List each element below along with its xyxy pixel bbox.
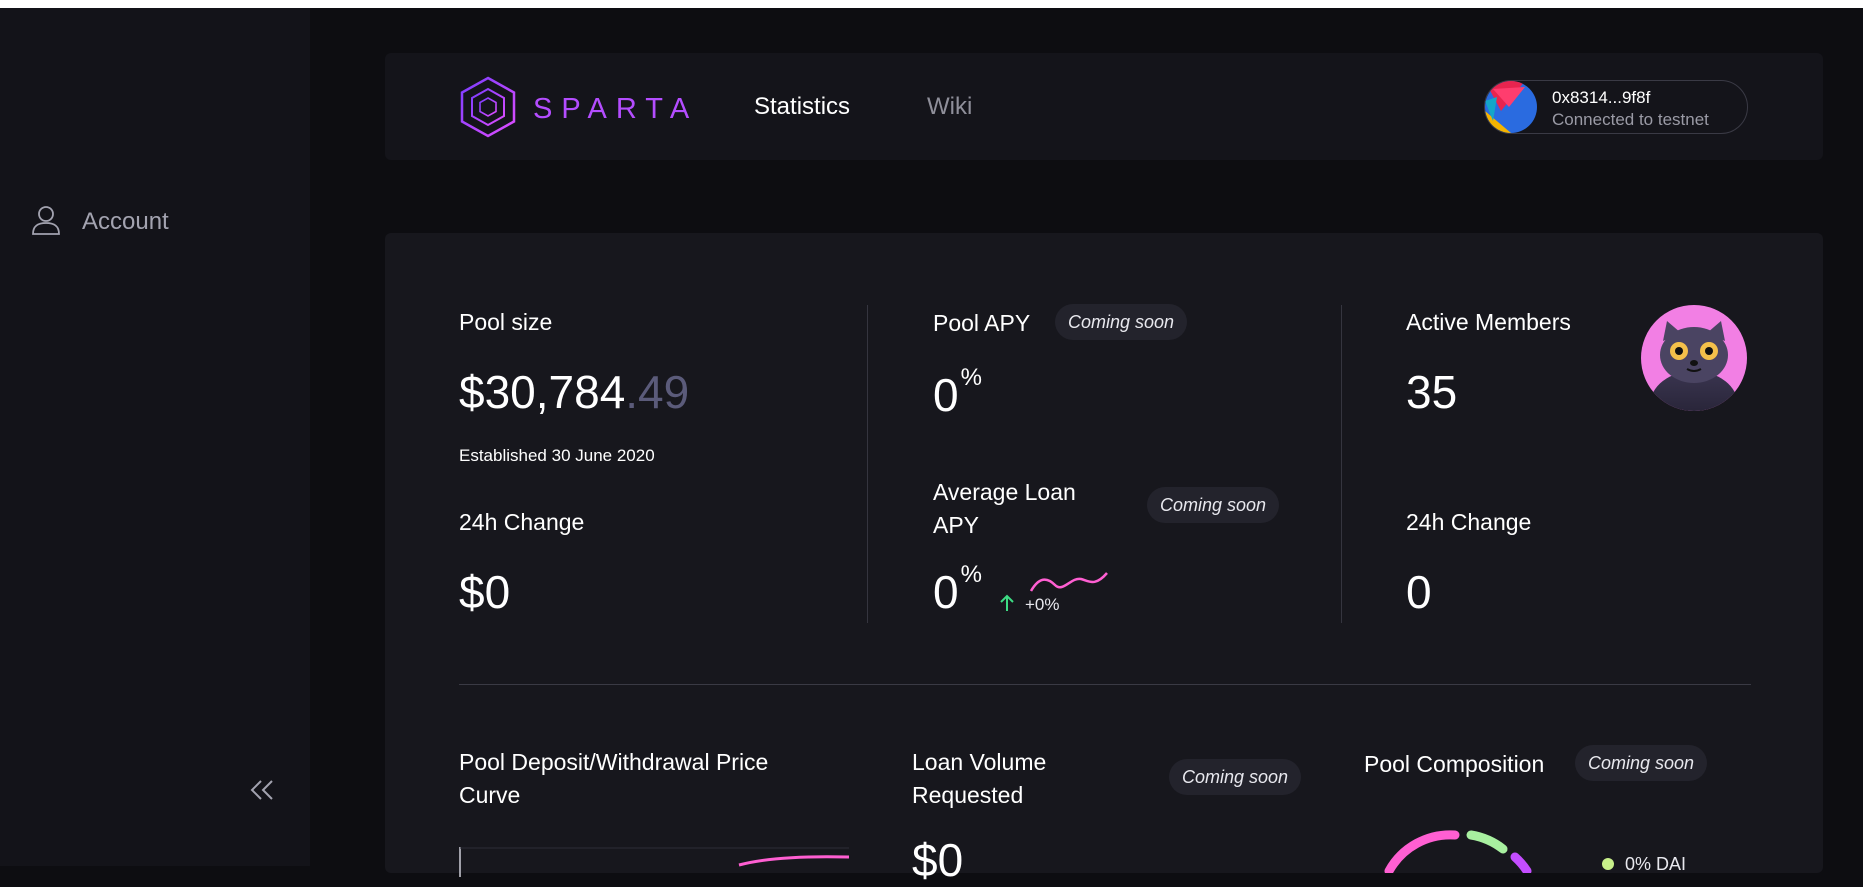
collapse-sidebar-button[interactable]	[246, 776, 278, 808]
established-date: Established 30 June 2020	[459, 446, 655, 465]
loan-volume-value: $0	[912, 834, 964, 886]
logo-text: SPARTA	[533, 93, 699, 125]
coming-soon-badge: Coming soon	[1055, 304, 1188, 340]
statistics-card: Pool size $30,784.49 Established 30 June…	[385, 233, 1823, 886]
section-divider	[459, 684, 1751, 685]
coming-soon-badge: Coming soon	[1575, 745, 1708, 781]
sidebar-item-label: Account	[82, 208, 169, 235]
wallet-connection-button[interactable]: 0x8314...9f8f Connected to testnet	[1484, 80, 1748, 134]
legend-dot	[1601, 857, 1615, 876]
price-curve-chart	[459, 847, 850, 882]
members-24h-change-value: 0	[1406, 566, 1432, 618]
pool-composition-title: Pool Composition	[1364, 751, 1545, 777]
network-status: Connected to testnet	[1552, 110, 1709, 129]
user-icon	[32, 205, 60, 240]
loan-volume-title: Loan Volume Requested	[912, 749, 1047, 808]
active-members-value: 35	[1406, 366, 1458, 418]
pool-composition-donut-chart	[1375, 823, 1535, 878]
pool-size-24h-change-value: $0	[459, 566, 511, 618]
pool-apy-value: 0%	[933, 364, 982, 421]
pool-apy-title: Pool APY	[933, 310, 1031, 336]
nav-wiki[interactable]: Wiki	[927, 93, 973, 120]
active-members-title: Active Members	[1406, 309, 1571, 335]
sparta-logo[interactable]: SPARTA	[459, 76, 698, 143]
members-24h-change-title: 24h Change	[1406, 509, 1532, 535]
nav-statistics[interactable]: Statistics	[754, 93, 851, 120]
pool-size-24h-change-title: 24h Change	[459, 509, 585, 535]
sidebar-item-account[interactable]: Account	[32, 205, 169, 239]
sidebar: Account	[0, 8, 310, 866]
cat-mascot-icon	[1641, 305, 1747, 416]
average-loan-apy-title: Average Loan APY	[933, 479, 1076, 538]
coming-soon-badge: Coming soon	[1147, 487, 1280, 523]
arrow-up-icon	[1000, 594, 1014, 617]
loan-apy-trend: +0%	[1025, 595, 1060, 614]
pool-size-title: Pool size	[459, 309, 553, 335]
double-chevron-left-icon	[249, 778, 275, 807]
column-divider	[867, 305, 868, 623]
composition-legend-item: 0% DAI	[1625, 854, 1687, 874]
price-curve-title: Pool Deposit/Withdrawal Price Curve	[459, 749, 769, 808]
average-loan-apy-value: 0%	[933, 561, 982, 618]
pool-size-value: $30,784.49	[459, 366, 690, 418]
sparkline-chart	[1029, 567, 1109, 600]
hexagon-logo-icon	[459, 76, 517, 143]
coming-soon-badge: Coming soon	[1169, 759, 1302, 795]
browser-top-strip	[0, 0, 1863, 8]
column-divider	[1341, 305, 1342, 623]
wallet-avatar	[1485, 81, 1537, 133]
app-header: SPARTA Statistics Wiki 0x8314...9f8f Con…	[385, 53, 1823, 160]
wallet-address: 0x8314...9f8f	[1552, 88, 1651, 107]
